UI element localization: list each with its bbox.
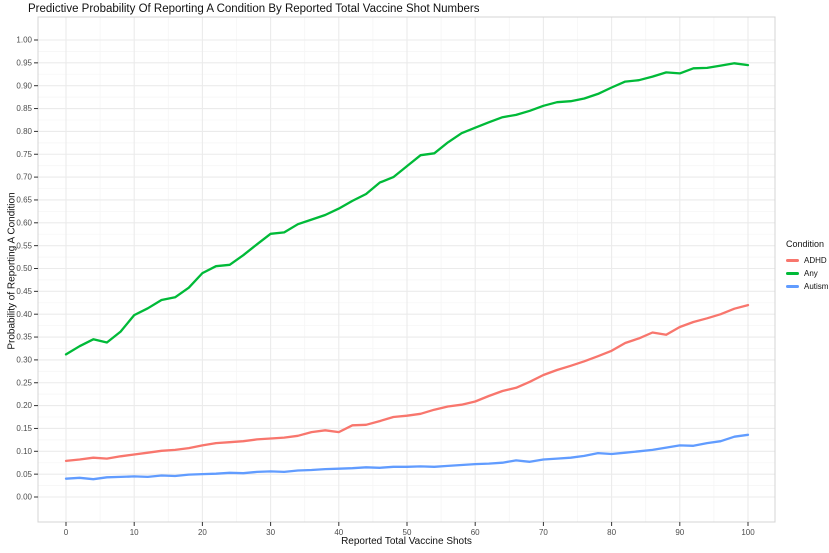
x-tick-label: 30 (266, 528, 275, 537)
y-tick-label: 0.50 (16, 264, 32, 273)
legend-key-line-icon (786, 259, 799, 262)
y-tick-label: 0.05 (16, 470, 32, 479)
y-tick-label: 0.60 (16, 218, 32, 227)
y-tick-label: 0.95 (16, 58, 32, 67)
y-tick-label: 0.15 (16, 424, 32, 433)
series-line-autism (64, 433, 750, 481)
x-tick-label: 50 (403, 528, 412, 537)
x-tick-label: 60 (471, 528, 480, 537)
y-tick-label: 0.80 (16, 127, 32, 136)
legend-items: ADHD Any Autism (786, 254, 829, 293)
y-tick-label: 0.45 (16, 287, 32, 296)
legend-item-label: Autism (804, 282, 829, 291)
y-tick-label: 0.20 (16, 401, 32, 410)
y-tick-label: 0.85 (16, 104, 32, 113)
x-tick-label: 20 (198, 528, 207, 537)
y-tick-label: 0.90 (16, 81, 32, 90)
x-tick-label: 100 (741, 528, 755, 537)
y-tick-label: 0.75 (16, 150, 32, 159)
legend-item-any: Any (786, 267, 829, 280)
legend-key-line-icon (786, 272, 799, 275)
series-line-adhd (64, 303, 750, 463)
y-tick-label: 0.65 (16, 196, 32, 205)
legend-title: Condition (786, 239, 825, 249)
legend-item-autism: Autism (786, 280, 829, 293)
x-axis-title: Reported Total Vaccine Shots (341, 536, 472, 547)
x-tick-label: 70 (539, 528, 548, 537)
x-tick-label: 80 (607, 528, 616, 537)
y-tick-label: 0.40 (16, 310, 32, 319)
y-tick-label: 0.35 (16, 333, 32, 342)
legend-item-label: Any (804, 269, 818, 278)
legend-item-label: ADHD (804, 256, 827, 265)
y-tick-label: 0.30 (16, 356, 32, 365)
y-tick-label: 0.70 (16, 173, 32, 182)
y-tick-label: 0.25 (16, 378, 32, 387)
y-tick-label: 1.00 (16, 36, 32, 45)
x-tick-label: 90 (675, 528, 684, 537)
y-tick-label: 0.00 (16, 493, 32, 502)
y-tick-label: 0.10 (16, 447, 32, 456)
y-axis-title: Probability of Reporting A Condition (6, 192, 18, 350)
legend-key-line-icon (786, 285, 799, 288)
x-tick-label: 10 (130, 528, 139, 537)
x-tick-label: 40 (334, 528, 343, 537)
legend-item-adhd: ADHD (786, 254, 829, 267)
x-tick-label: 0 (64, 528, 69, 537)
chart-title: Predictive Probability Of Reporting A Co… (28, 3, 480, 15)
series-line-any (64, 62, 750, 356)
y-tick-label: 0.55 (16, 241, 32, 250)
legend: Condition ADHD Any Autism (786, 239, 829, 293)
